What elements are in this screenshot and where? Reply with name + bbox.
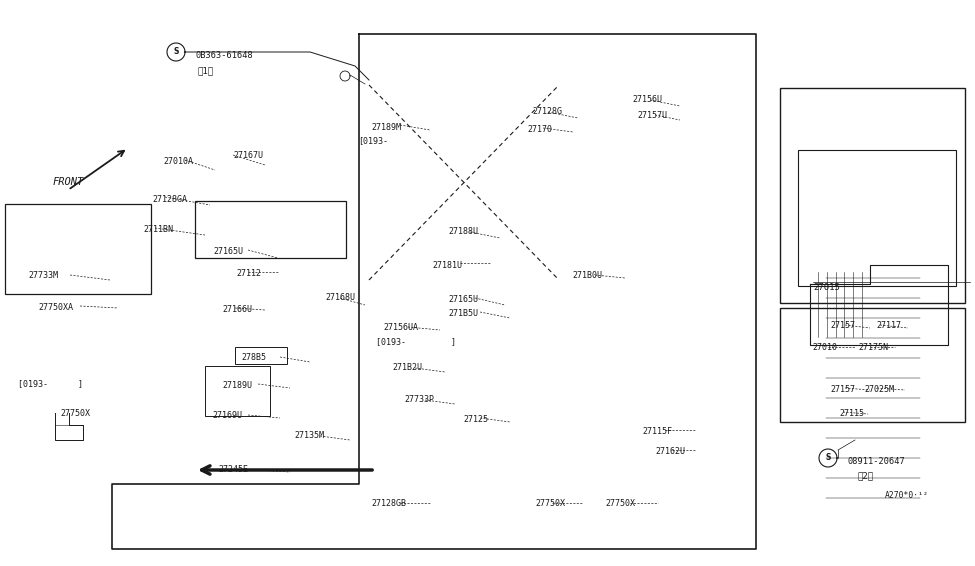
Bar [798, 150, 956, 286]
Text: [0193-      ]: [0193- ] [18, 379, 83, 388]
Text: 27125: 27125 [463, 414, 488, 423]
Bar [195, 201, 346, 258]
Text: 27112: 27112 [236, 269, 261, 278]
Text: 27157: 27157 [830, 321, 855, 331]
Text: 27733P: 27733P [404, 396, 434, 405]
Bar [205, 366, 270, 416]
Text: S: S [825, 453, 831, 462]
Bar [780, 308, 965, 422]
Text: 27010A: 27010A [163, 157, 193, 165]
Text: 2711BN: 2711BN [143, 225, 173, 234]
Text: 27166U: 27166U [222, 306, 252, 315]
Text: S: S [174, 48, 178, 57]
Text: 27165U: 27165U [213, 247, 243, 255]
Text: 27156U: 27156U [632, 96, 662, 105]
Text: 27189M: 27189M [371, 122, 401, 131]
Text: 271B2U: 271B2U [392, 363, 422, 372]
Text: 27733M: 27733M [28, 272, 58, 281]
Text: 27165U: 27165U [448, 294, 478, 303]
Text: FRONT: FRONT [53, 177, 84, 187]
Text: 27015: 27015 [813, 282, 839, 291]
Text: 27169U: 27169U [212, 411, 242, 421]
Text: 27115: 27115 [839, 409, 864, 418]
Text: [0193-         ]: [0193- ] [376, 337, 456, 346]
Text: 27157: 27157 [830, 384, 855, 393]
Text: 27750X: 27750X [605, 500, 635, 508]
Text: 27750X: 27750X [60, 409, 90, 418]
Text: 27170: 27170 [527, 125, 552, 134]
Text: 27162U: 27162U [655, 447, 685, 456]
Text: 27188U: 27188U [448, 228, 478, 237]
Text: 27010: 27010 [812, 344, 837, 353]
Text: （2）: （2） [857, 471, 874, 481]
Text: 27135M: 27135M [294, 431, 324, 440]
Text: （1）: （1） [197, 66, 214, 75]
Text: 27128GB: 27128GB [371, 500, 406, 508]
Text: 27025M: 27025M [864, 384, 894, 393]
Text: 271B5U: 271B5U [448, 310, 478, 319]
Bar [780, 88, 965, 303]
Bar [235, 347, 287, 364]
Text: 27189U: 27189U [222, 380, 252, 389]
Text: 27128G: 27128G [532, 108, 562, 117]
Text: [0193-: [0193- [358, 136, 388, 145]
Text: 27168U: 27168U [325, 294, 355, 302]
Text: 27167U: 27167U [233, 152, 263, 161]
Text: 27175N: 27175N [858, 344, 888, 353]
Text: 27245E: 27245E [218, 465, 248, 474]
Text: 0B363-61648: 0B363-61648 [196, 52, 254, 61]
Text: 278B5: 278B5 [241, 354, 266, 362]
Text: 27181U: 27181U [432, 260, 462, 269]
Bar [5, 204, 151, 294]
Text: 27750X: 27750X [535, 500, 565, 508]
Text: 271B0U: 271B0U [572, 272, 602, 281]
Text: A270*0·¹²: A270*0·¹² [885, 491, 929, 500]
Text: 27157U: 27157U [637, 112, 667, 121]
Text: 27156UA: 27156UA [383, 324, 418, 332]
Text: 27128GA: 27128GA [152, 195, 187, 204]
Text: 27115F: 27115F [642, 427, 672, 435]
Text: 27117: 27117 [876, 321, 901, 331]
Text: 08911-20647: 08911-20647 [847, 457, 905, 465]
Text: 27750XA: 27750XA [38, 302, 73, 311]
